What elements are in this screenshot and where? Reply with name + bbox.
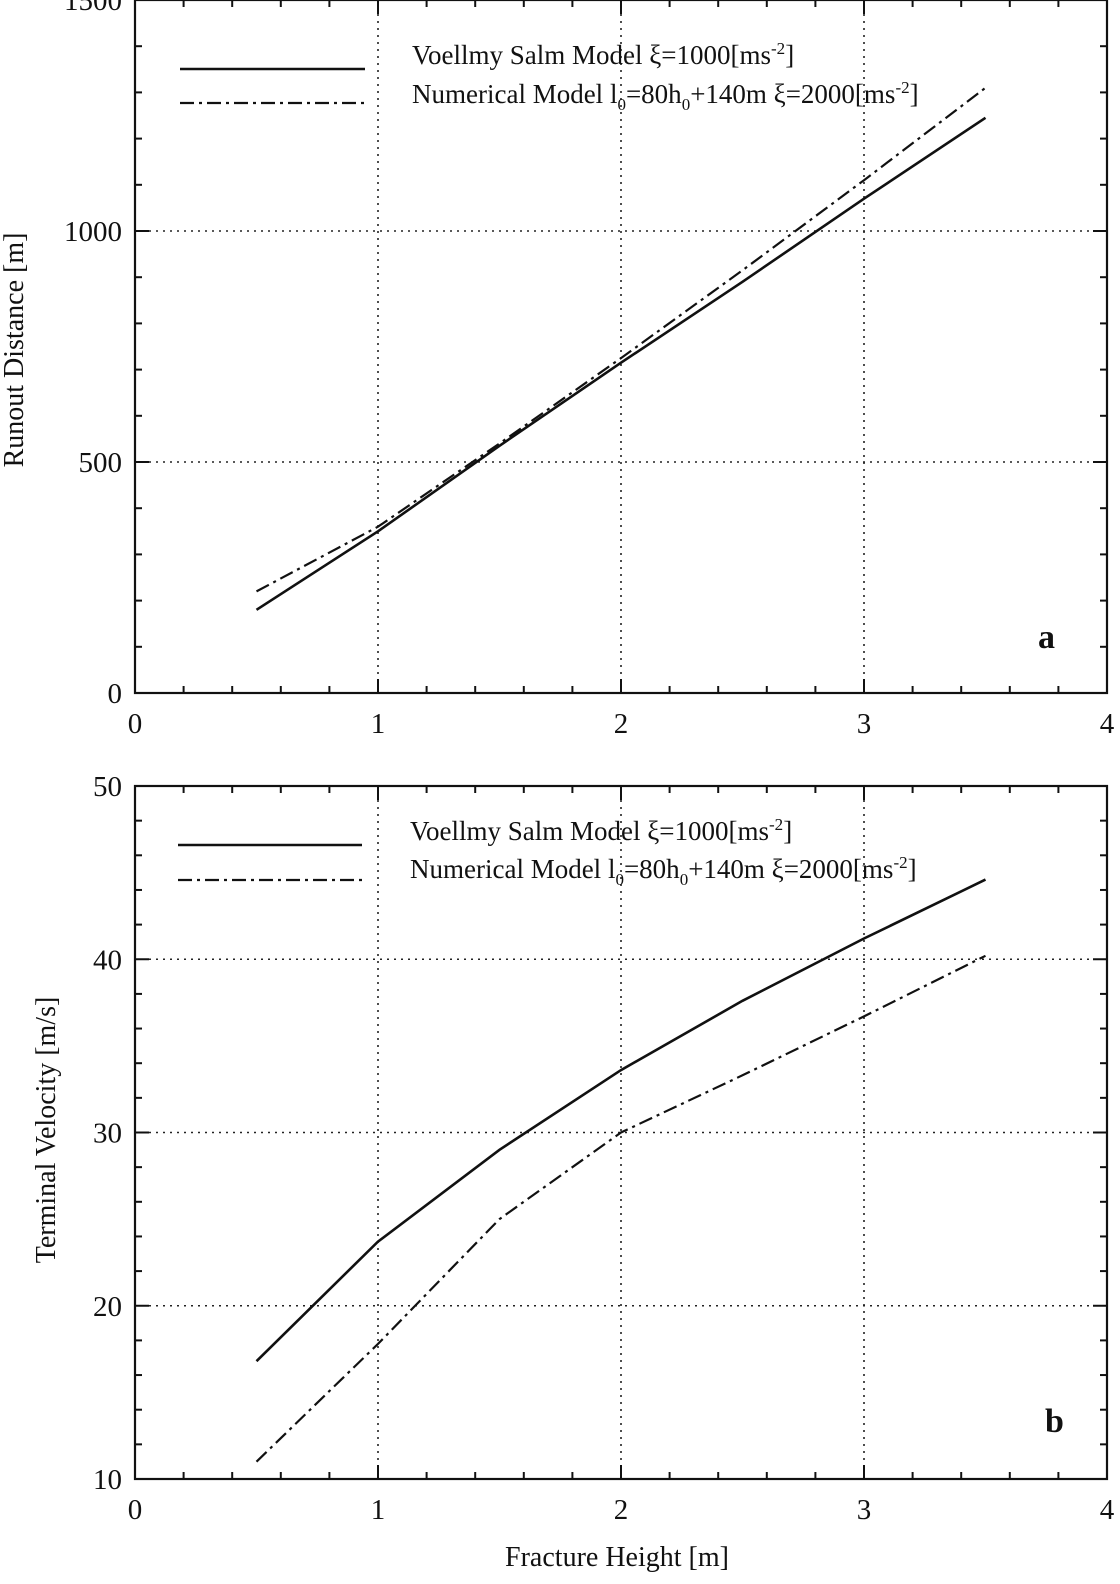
panel-a-ticks <box>134 0 1108 694</box>
panel-b-y-tick-label: 40 <box>93 944 122 976</box>
panel-b-y-tick-label: 20 <box>93 1291 122 1323</box>
panel-a-letter: a <box>1038 619 1055 656</box>
panel-b-y-tick-label: 10 <box>93 1464 122 1496</box>
panel-b-voellmy-series-line <box>255 878 987 1363</box>
panel-a-voellmy-series-line <box>255 116 987 611</box>
panel-b-x-tick-label: 0 <box>128 1494 143 1526</box>
panel-a-legend: Voellmy Salm Model ξ=1000[ms-2] Numerica… <box>180 39 919 114</box>
panel-b-series <box>255 878 987 1463</box>
panel-b-numerical-series-line <box>255 954 986 1463</box>
panel-b-legend-label-numerical: Numerical Model l0=80h0+140m ξ=2000[ms-2… <box>410 853 917 889</box>
panel-a-runout-distance: 0 1 2 3 4 0 500 1000 1500 Runout Distance [m] Vo… <box>0 0 1115 740</box>
panel-b-y-tick-label: 50 <box>93 771 122 803</box>
panel-a-numerical-series-line <box>255 86 987 593</box>
panel-b-x-axis-title: Fracture Height [m] <box>505 1542 729 1573</box>
panel-a-y-tick-label: 500 <box>79 447 123 479</box>
panel-a-series <box>255 86 987 611</box>
panel-a-y-axis-title: Runout Distance [m] <box>0 233 30 468</box>
panel-b-legend: Voellmy Salm Model ξ=1000[ms-2] Numerica… <box>178 815 917 889</box>
panel-b-y-tick-label: 30 <box>93 1118 122 1150</box>
panel-a-x-tick-label: 0 <box>128 708 143 740</box>
panel-a-x-tick-label: 3 <box>857 708 872 740</box>
panel-b-x-tick-label: 1 <box>371 1494 386 1526</box>
panel-b-x-tick-label: 4 <box>1100 1494 1115 1526</box>
panel-a-x-tick-label: 4 <box>1100 708 1115 740</box>
panel-a-y-tick-label: 1000 <box>64 216 122 248</box>
panel-b-y-axis-title: Terminal Velocity [m/s] <box>31 997 62 1264</box>
panel-b-x-tick-label: 2 <box>614 1494 629 1526</box>
panel-a-legend-label-voellmy: Voellmy Salm Model ξ=1000[ms-2] <box>412 39 794 70</box>
panel-b-tick-labels: 0 1 2 3 4 10 20 30 40 50 <box>93 771 1115 1526</box>
panel-a-grid <box>135 0 1107 693</box>
panel-a-frame <box>133 0 1109 695</box>
panel-b-x-tick-label: 3 <box>857 1494 872 1526</box>
panel-a-tick-labels: 0 1 2 3 4 0 500 1000 1500 <box>64 0 1115 740</box>
panel-a-y-tick-label: 1500 <box>64 0 122 17</box>
panel-a-x-tick-label: 2 <box>614 708 629 740</box>
panel-a-y-tick-label: 0 <box>108 678 123 710</box>
panel-b-letter: b <box>1045 1403 1064 1440</box>
panel-b-legend-label-voellmy: Voellmy Salm Model ξ=1000[ms-2] <box>410 815 792 846</box>
panel-a-legend-label-numerical: Numerical Model l0=80h0+140m ξ=2000[ms-2… <box>412 78 919 114</box>
panel-b-frame <box>133 784 1109 1481</box>
panel-a-x-tick-label: 1 <box>371 708 386 740</box>
